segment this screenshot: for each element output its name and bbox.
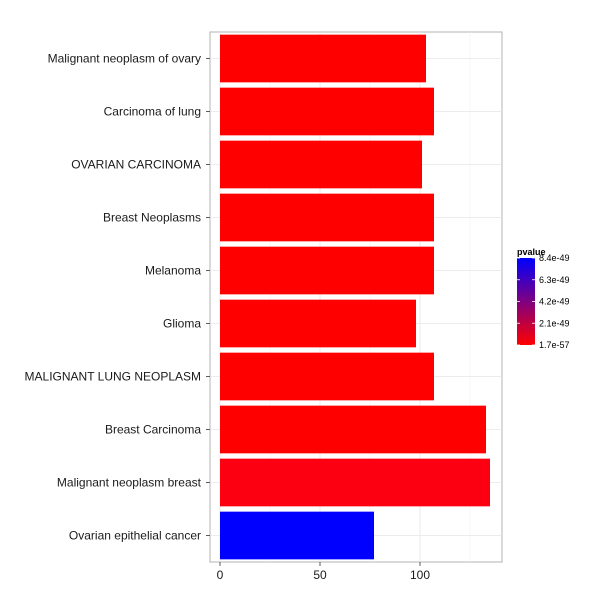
y-tick-label: OVARIAN CARCINOMA [71,158,201,172]
y-tick-label: Ovarian epithelial cancer [69,529,201,543]
y-tick-label: Breast Carcinoma [105,423,201,437]
bars [220,34,490,560]
bar [220,246,434,295]
bar [220,405,486,454]
bar [220,193,434,242]
x-tick-label: 100 [410,568,430,582]
x-axis: 0 50 100 [217,562,430,582]
x-tick-label: 50 [313,568,327,582]
legend-labels: 8.4e-49 6.3e-49 4.2e-49 2.1e-49 1.7e-57 [517,253,570,350]
y-tick-label: Breast Neoplasms [103,211,201,225]
legend: pvalue 8.4e-49 6.3e-49 4.2e-49 2.1e-49 1.7e-… [517,247,570,350]
bar [220,511,374,560]
bar [220,352,434,401]
y-tick-label: MALIGNANT LUNG NEOPLASM [25,370,201,384]
legend-colorbar [517,258,535,345]
y-tick-label: Malignant neoplasm breast [57,476,202,490]
bar [220,299,416,348]
bar [220,140,422,189]
y-tick-label: Carcinoma of lung [104,105,201,119]
legend-label: 2.1e-49 [539,318,570,328]
y-tick-label: Malignant neoplasm of ovary [48,52,201,66]
bar [220,87,434,136]
legend-label: 6.3e-49 [539,275,570,285]
y-axis: Malignant neoplasm of ovary Carcinoma of … [25,52,210,543]
y-tick-label: Melanoma [145,264,201,278]
bar [220,458,490,507]
legend-label: 1.7e-57 [539,340,570,350]
y-tick-label: Glioma [163,317,201,331]
legend-title: pvalue [517,247,546,257]
x-tick-label: 0 [217,568,224,582]
legend-label: 8.4e-49 [539,253,570,263]
legend-label: 4.2e-49 [539,297,570,307]
bar [220,34,426,83]
